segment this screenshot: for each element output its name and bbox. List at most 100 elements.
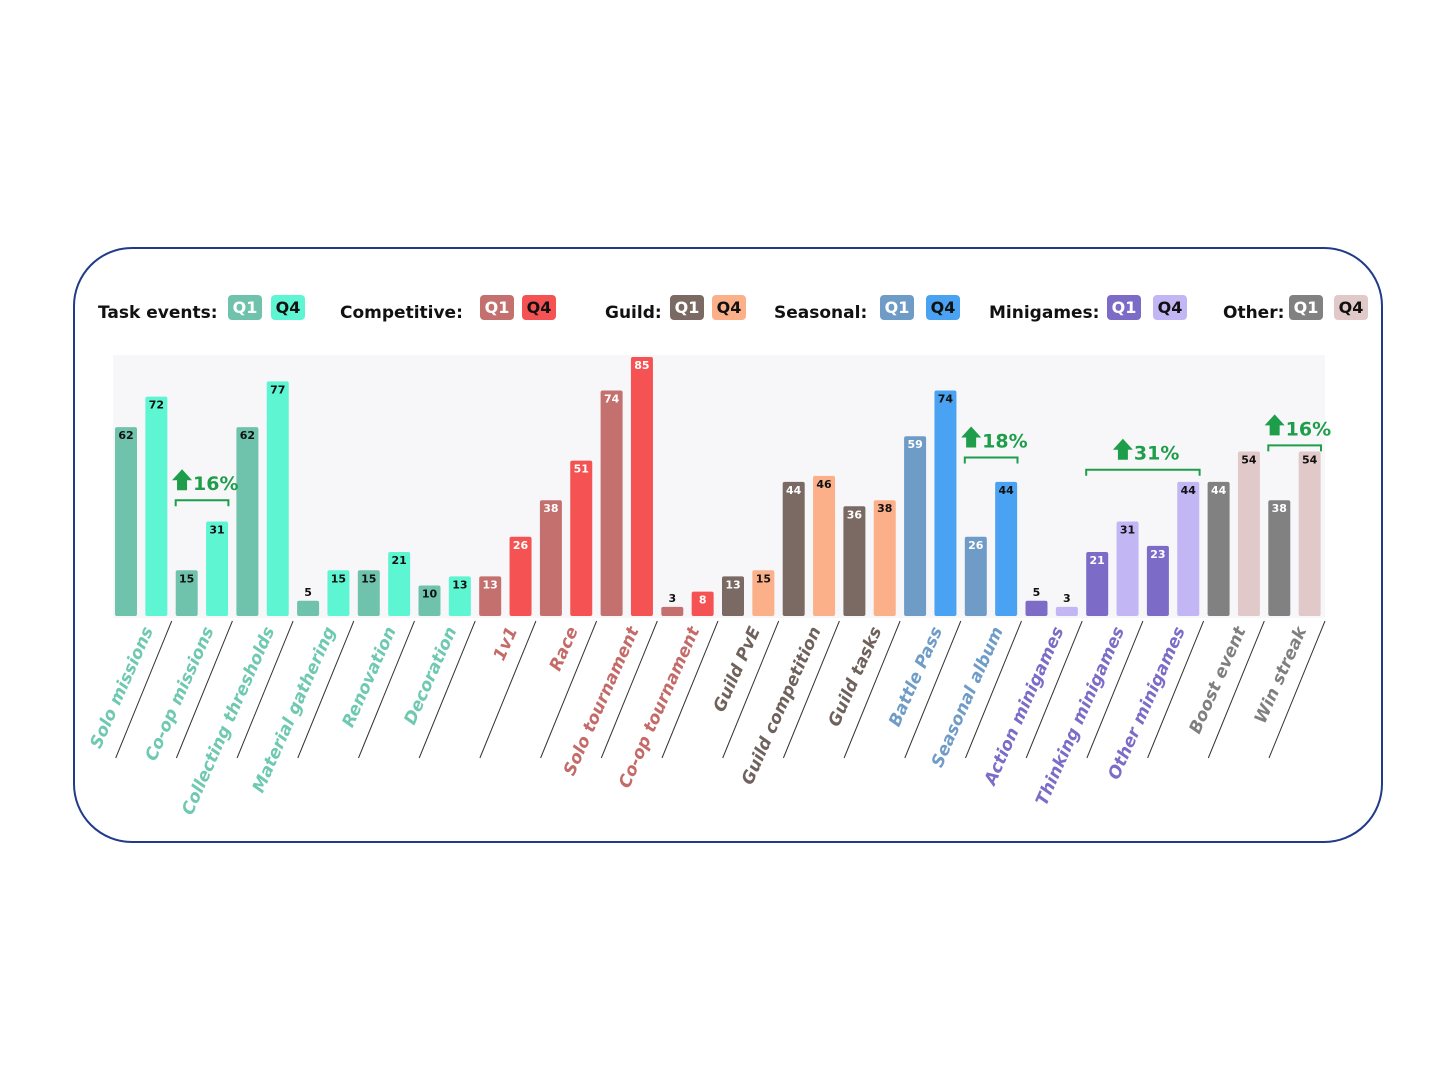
category-divider [965, 620, 1022, 759]
bar-value-label: 44 [786, 484, 802, 497]
bar-value-label: 72 [149, 399, 164, 412]
bar-value-label: 13 [483, 578, 498, 591]
bar-q1 [539, 500, 562, 616]
legend-group-label: Seasonal: [774, 303, 867, 323]
bar-q4 [327, 570, 350, 616]
bar-q1 [964, 536, 987, 616]
category-divider [1268, 620, 1326, 759]
bar-q4 [995, 481, 1018, 616]
annotations: 16% 18% 31% 16% [172, 414, 1331, 507]
bar-value-label: 31 [209, 524, 224, 537]
bar-q1 [175, 570, 198, 616]
category-divider [1086, 620, 1144, 759]
legend-group-label: Task events: [98, 303, 218, 323]
bar-value-label: 3 [668, 592, 676, 605]
legend-swatch-q1 [1289, 295, 1323, 320]
bar-q1 [418, 585, 441, 616]
bar-q1 [843, 506, 866, 616]
legend-q1-label: Q1 [233, 298, 258, 317]
annotation-bracket [963, 456, 1019, 464]
bar-q1 [1025, 600, 1048, 616]
bar-value-label: 77 [270, 383, 285, 396]
bar-value-label: 21 [1090, 554, 1105, 567]
bar-q1 [904, 436, 927, 616]
bar-value-label: 62 [240, 429, 255, 442]
bar-value-label: 46 [816, 478, 832, 491]
legend-swatch-q1 [880, 295, 914, 320]
category-divider [418, 620, 476, 759]
bar-q4 [934, 390, 957, 616]
bar-q4 [691, 591, 714, 616]
legend-q1-label: Q1 [485, 298, 510, 317]
bar-value-label: 62 [118, 429, 133, 442]
bar-q1 [722, 576, 744, 616]
legend-group-label: Competitive: [340, 303, 463, 323]
annotation-label: 16% [193, 473, 238, 495]
arrow-up-icon [961, 426, 982, 448]
legend-group-label: Guild: [605, 303, 662, 323]
category-divider [479, 620, 537, 759]
legend-q4-label: Q4 [527, 298, 552, 317]
bar-value-label: 38 [543, 502, 558, 515]
category-divider [236, 620, 294, 759]
bar-q4 [813, 475, 836, 616]
bar-q4 [1177, 481, 1200, 616]
category-divider [540, 620, 598, 759]
bar-value-label: 15 [361, 572, 376, 585]
legend-group-label: Minigames: [989, 303, 1099, 323]
annotation-bracket [1085, 468, 1201, 476]
annotation-label: 18% [982, 431, 1027, 453]
bar-q4 [570, 460, 593, 616]
bar-q1 [1268, 500, 1291, 616]
bar-value-label: 15 [179, 572, 194, 585]
bar-q4 [266, 381, 289, 616]
bar-value-label: 23 [1150, 548, 1165, 561]
bar-value-label: 8 [699, 594, 707, 607]
category-divider [722, 620, 780, 759]
bar-q4 [206, 521, 229, 616]
legend-swatch-q4 [1334, 295, 1368, 320]
bar-value-label: 26 [513, 539, 529, 552]
category-divider [1147, 620, 1205, 759]
bar-q1 [1207, 481, 1230, 616]
legend-swatch-q1 [670, 295, 704, 320]
category-divider [782, 620, 840, 759]
bar-q1 [1086, 552, 1109, 616]
bar-value-label: 15 [331, 572, 346, 585]
bar-value-label: 59 [907, 438, 922, 451]
bar-value-label: 13 [452, 578, 467, 591]
legend-q4-label: Q4 [717, 298, 742, 317]
bar-q1 [236, 427, 259, 616]
bar-q4 [145, 396, 168, 616]
legend-swatch-q4 [522, 295, 556, 320]
legend-q1-label: Q1 [675, 298, 700, 317]
category-divider [904, 620, 962, 759]
legend-q4-label: Q4 [1339, 298, 1364, 317]
legend-q4-label: Q4 [1158, 298, 1183, 317]
legend-swatch-q1 [1107, 295, 1141, 320]
category-divider [297, 620, 355, 759]
bar-q1 [357, 570, 380, 616]
bar-value-label: 36 [847, 508, 863, 521]
bar-value-label: 31 [1120, 524, 1135, 537]
legend-q1-label: Q1 [885, 298, 910, 317]
legend-swatch-q1 [480, 295, 514, 320]
bar-value-label: 13 [725, 578, 740, 591]
category-divider [661, 620, 719, 759]
bar-value-label: 54 [1241, 453, 1257, 466]
bar-q1 [479, 576, 502, 616]
bar-value-label: 10 [422, 588, 438, 601]
category-divider [1207, 620, 1265, 759]
bar-value-label: 21 [391, 554, 406, 567]
arrow-up-icon [172, 469, 193, 491]
bar-q1 [600, 390, 623, 616]
legend-swatch-q4 [712, 295, 746, 320]
bar-value-label: 54 [1302, 453, 1318, 466]
bar-value-label: 44 [1181, 484, 1197, 497]
arrow-up-icon [1112, 438, 1133, 460]
annotation-label: 16% [1286, 418, 1331, 440]
category-divider [843, 620, 901, 759]
bar-q4 [630, 357, 653, 616]
